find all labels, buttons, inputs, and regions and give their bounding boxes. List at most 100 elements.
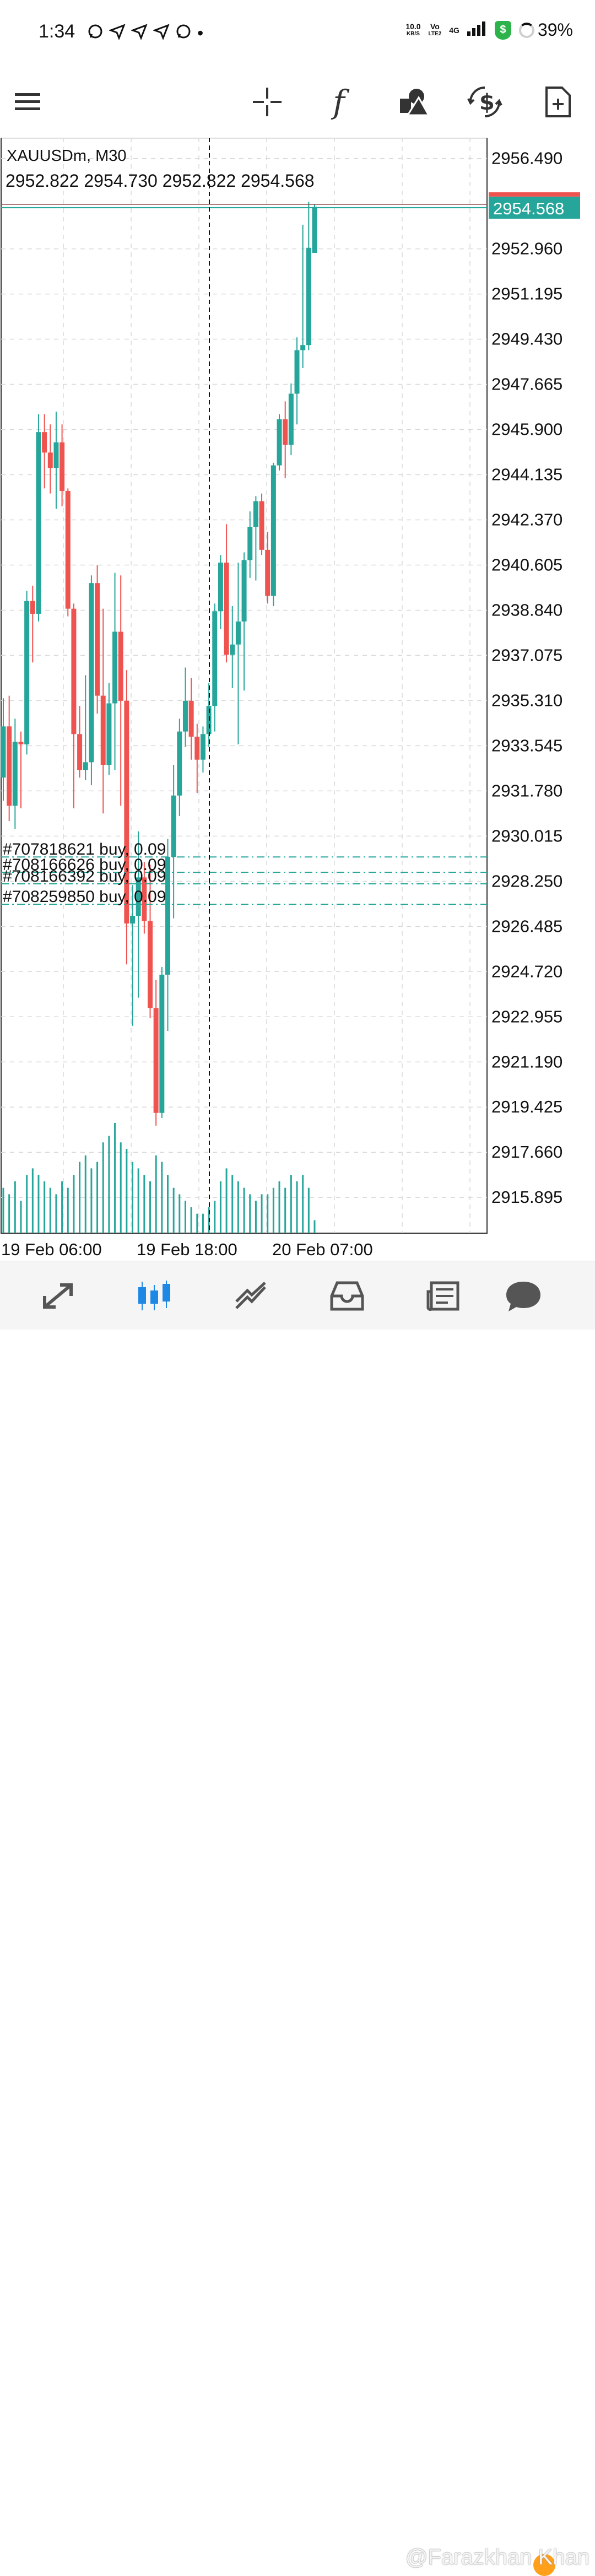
bottom-navigation: @Farazkhan Khan	[0, 1261, 595, 2576]
net-speed: 10.0 KB/S	[405, 21, 421, 37]
trade-icon[interactable]: $	[466, 83, 504, 121]
position-label: #708166392 buy, 0.09	[3, 867, 166, 885]
history-icon[interactable]	[325, 1277, 369, 1315]
price-axis-label: 2924.720	[491, 962, 562, 981]
more-notifications-dot: •	[197, 23, 204, 43]
volte-indicator: Vo LTE2	[428, 21, 442, 37]
current-price-badge	[489, 196, 580, 219]
price-axis-label: 2952.960	[491, 239, 562, 258]
candle-body	[253, 501, 258, 527]
send-icon	[108, 23, 126, 44]
send-icon	[130, 23, 148, 44]
chart-toolbar: f $	[0, 72, 595, 127]
price-axis-label: 2926.485	[491, 916, 562, 936]
candle-body	[24, 601, 30, 744]
objects-icon[interactable]	[394, 83, 432, 121]
chart-icon[interactable]	[132, 1277, 176, 1315]
price-axis-label: 2928.250	[491, 871, 562, 890]
watermark-text: @Farazkhan Khan	[405, 2545, 589, 2569]
price-axis-label: 2945.900	[491, 420, 562, 439]
time-axis-label: 19 Feb 06:00	[1, 1240, 102, 1259]
security-shield-icon: $	[494, 20, 511, 40]
candle-body	[159, 974, 165, 1113]
notification-icons: •	[87, 23, 203, 44]
position-label: #707818621 buy, 0.09	[3, 840, 166, 858]
candle-body	[71, 608, 77, 735]
messages-icon[interactable]	[501, 1277, 545, 1315]
position-label: #708259850 buy, 0.09	[3, 888, 166, 906]
candle-body	[194, 736, 200, 760]
price-axis-label: 2949.430	[491, 330, 562, 349]
indicator-function-icon[interactable]: f	[333, 83, 345, 121]
candle-body	[47, 452, 53, 468]
candle-body	[294, 350, 300, 394]
candle-body	[224, 563, 229, 655]
news-icon[interactable]	[421, 1277, 466, 1315]
quotes-icon[interactable]	[36, 1277, 80, 1315]
new-document-icon[interactable]	[539, 83, 577, 121]
candle-body	[300, 345, 306, 350]
status-right: 10.0 KB/S Vo LTE2 4G $ 39%	[405, 20, 573, 40]
candle-body	[130, 916, 136, 924]
symbol-label: XAUUSDm, M30	[7, 147, 127, 165]
candle-body	[312, 207, 317, 253]
time-axis-label: 19 Feb 18:00	[137, 1240, 237, 1259]
status-time: 1:34	[39, 21, 75, 42]
price-axis-label: 2917.660	[491, 1142, 562, 1162]
network-type: 4G	[449, 25, 459, 35]
candle-body	[218, 563, 223, 612]
price-axis-label: 2931.780	[491, 781, 562, 800]
price-axis-label: 2938.840	[491, 600, 562, 619]
candle-body	[259, 501, 264, 550]
candle-body	[124, 700, 129, 924]
trade-nav-icon[interactable]	[229, 1277, 273, 1315]
candlestick-chart-svg[interactable]: 2956.490 2952.960 2951.195 2949.430 2947.665…	[0, 138, 595, 1262]
menu-icon[interactable]	[8, 83, 47, 121]
candle-body	[30, 601, 35, 614]
candle-body	[148, 921, 153, 1008]
candle-body	[153, 1008, 159, 1113]
price-axis-label: 2921.190	[491, 1052, 562, 1071]
send-icon	[152, 23, 170, 44]
svg-text:$: $	[479, 90, 495, 115]
candle-body	[42, 432, 47, 453]
crosshair-icon[interactable]	[248, 83, 286, 121]
whatsapp-icon	[175, 23, 192, 44]
price-axis-label: 2942.370	[491, 510, 562, 529]
candle-body	[182, 700, 188, 732]
time-axis-label: 20 Feb 07:00	[272, 1240, 373, 1259]
candle-body	[36, 432, 41, 614]
whatsapp-icon	[87, 23, 104, 44]
price-axis-label: 2915.895	[491, 1187, 562, 1207]
price-axis-label: 2922.955	[491, 1007, 562, 1026]
candle-body	[95, 583, 100, 696]
candle-body	[83, 762, 88, 770]
candle-body	[212, 611, 218, 706]
candle-body	[188, 700, 194, 737]
price-axis-label: 2935.310	[491, 690, 562, 710]
candle-body	[118, 631, 123, 701]
candle-body	[200, 734, 205, 760]
price-axis-label: 2919.425	[491, 1097, 562, 1116]
candle-body	[89, 583, 94, 763]
current-price-label: 2954.568	[493, 199, 564, 218]
price-axis-label: 2956.490	[491, 149, 562, 168]
candle-body	[230, 644, 235, 655]
candle-body	[288, 393, 294, 445]
ohlc-label: 2952.822 2954.730 2952.822 2954.568	[6, 171, 315, 191]
candle-body	[12, 742, 18, 806]
price-axis-label: 2937.075	[491, 645, 562, 665]
candle-body	[53, 442, 59, 468]
candle-body	[271, 465, 276, 596]
candle-body	[165, 857, 170, 975]
candle-body	[136, 877, 141, 916]
candle-body	[7, 726, 12, 806]
price-axis-label: 2940.605	[491, 555, 562, 574]
candle-body	[60, 442, 65, 491]
candle-body	[283, 419, 288, 445]
ask-price-marker	[489, 192, 580, 197]
price-chart[interactable]: 2956.490 2952.960 2951.195 2949.430 2947.665…	[0, 138, 595, 1262]
candle-body	[142, 877, 147, 921]
price-axis-label: 2930.015	[491, 826, 562, 845]
battery-icon	[518, 22, 534, 38]
